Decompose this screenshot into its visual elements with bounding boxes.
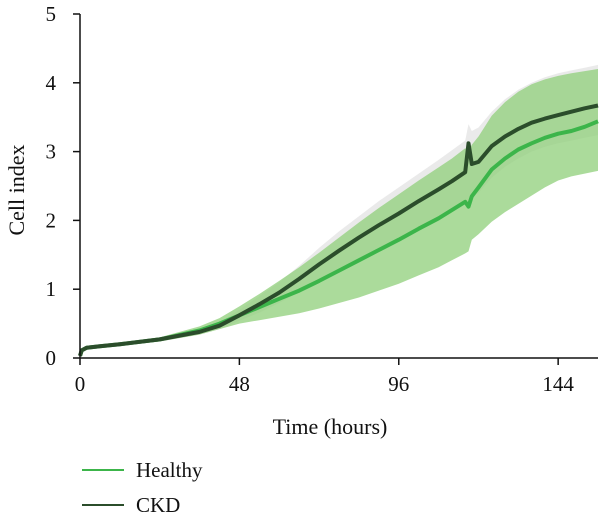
y-axis: 0 1 2 3 4 5 (46, 2, 81, 370)
y-tick-label: 4 (46, 71, 57, 95)
y-tick-label: 5 (46, 2, 57, 26)
legend-label-healthy: Healthy (136, 458, 203, 482)
x-axis: 0 48 96 144 (75, 357, 598, 396)
y-tick-label: 2 (46, 208, 57, 232)
legend: Healthy CKD (82, 458, 203, 517)
legend-label-ckd: CKD (136, 493, 180, 517)
y-axis-title: Cell index (4, 144, 29, 235)
confidence-bands (80, 64, 598, 357)
y-tick-label: 1 (46, 277, 57, 301)
x-tick-label: 0 (75, 372, 86, 396)
x-tick-label: 144 (542, 372, 574, 396)
x-tick-label: 48 (229, 372, 250, 396)
band-ckd (80, 64, 598, 357)
x-axis-title: Time (hours) (273, 414, 388, 439)
y-tick-label: 0 (46, 346, 57, 370)
band-healthy (80, 69, 598, 357)
series-lines (78, 103, 599, 357)
x-tick-label: 96 (388, 372, 409, 396)
line-ckd (78, 103, 599, 357)
y-tick-label: 3 (46, 140, 57, 164)
